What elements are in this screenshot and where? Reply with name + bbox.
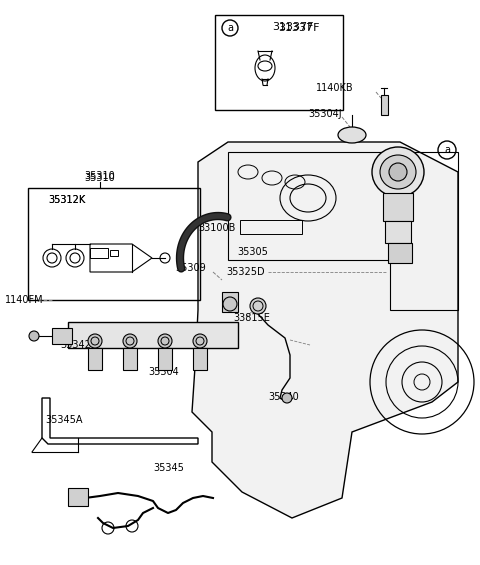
Text: 35310: 35310 [84,171,115,181]
Bar [158,348,172,370]
Text: a: a [227,23,233,33]
Text: 31337F: 31337F [272,22,313,32]
Polygon shape [192,142,458,518]
Text: 1140FM: 1140FM [5,295,44,305]
Bar [383,193,413,221]
Circle shape [88,334,102,348]
Text: 1140KB: 1140KB [316,83,354,93]
Circle shape [123,334,137,348]
Text: 35305: 35305 [237,247,268,257]
Ellipse shape [338,127,366,143]
Text: 35312K: 35312K [48,195,85,205]
Bar [240,220,302,234]
Ellipse shape [372,147,424,197]
Text: 35340: 35340 [268,392,299,402]
Bar [123,348,137,370]
Ellipse shape [389,163,407,181]
Bar [193,348,207,370]
Text: 35345A: 35345A [45,415,83,425]
Text: 31337F: 31337F [278,23,320,33]
Text: 35310: 35310 [84,173,115,183]
Circle shape [282,393,292,403]
Text: a: a [444,145,450,155]
Text: 33815E: 33815E [233,313,270,323]
Text: 35304: 35304 [148,367,179,377]
Bar [385,221,411,243]
Bar [381,95,388,115]
Bar [215,15,343,110]
Bar [390,152,458,310]
Text: 33100B: 33100B [199,223,236,233]
Bar [52,328,72,344]
Circle shape [250,298,266,314]
Circle shape [193,334,207,348]
Bar [222,292,238,312]
Bar [90,248,108,258]
Text: 35342: 35342 [60,340,91,350]
Circle shape [223,297,237,311]
Polygon shape [68,322,238,348]
Text: 35312K: 35312K [48,195,85,205]
Bar [88,348,102,370]
Bar [28,188,200,300]
Circle shape [29,331,39,341]
Text: 35325D: 35325D [227,267,265,277]
Text: 35345: 35345 [153,463,184,473]
Bar [228,152,400,260]
Bar [110,250,118,256]
Circle shape [158,334,172,348]
Text: 35309: 35309 [175,263,206,273]
Ellipse shape [380,155,416,189]
Text: 35304J: 35304J [308,109,342,119]
Bar [68,488,88,506]
Bar [388,243,412,263]
